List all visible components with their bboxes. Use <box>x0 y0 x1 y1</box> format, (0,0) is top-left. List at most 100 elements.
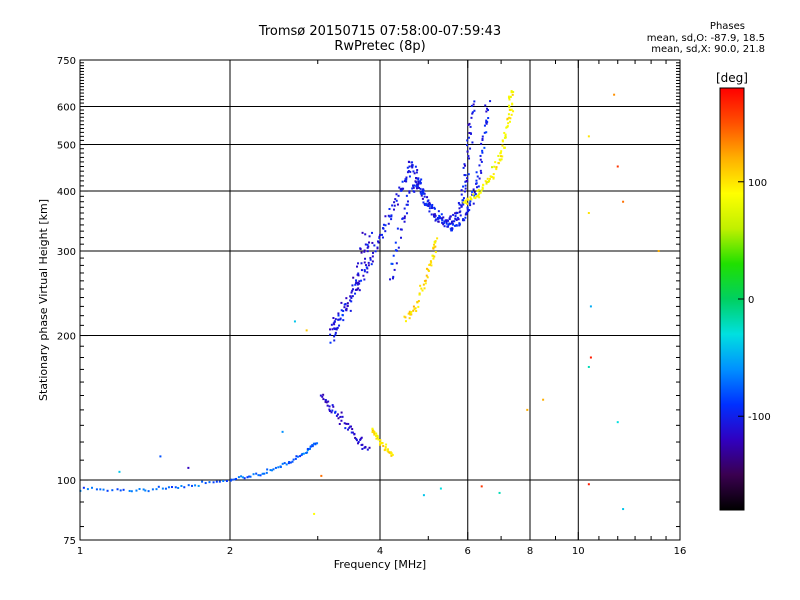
data-point <box>351 431 354 434</box>
data-point <box>356 273 359 276</box>
data-point <box>427 268 430 271</box>
data-point <box>471 112 474 115</box>
data-point <box>480 160 483 163</box>
data-point <box>263 472 266 475</box>
data-point <box>510 90 513 93</box>
data-point <box>477 185 480 188</box>
data-point <box>434 245 437 248</box>
data-point <box>395 262 398 265</box>
data-point <box>406 200 409 203</box>
data-point <box>481 149 484 152</box>
data-point <box>385 443 388 446</box>
axes: 1 2 4 6 8 10 16 75 100 200 300 400 500 600 750 Frequenc… <box>37 56 686 571</box>
data-point <box>464 180 467 183</box>
data-point <box>366 448 369 451</box>
data-point <box>476 186 479 189</box>
data-point <box>403 180 406 183</box>
data-point <box>135 489 138 492</box>
data-point <box>469 147 472 150</box>
data-point <box>90 486 93 489</box>
data-point <box>144 489 147 492</box>
data-point <box>495 168 498 171</box>
data-point <box>332 317 335 320</box>
data-point <box>501 144 504 147</box>
data-point <box>477 188 480 191</box>
data-point <box>328 410 331 413</box>
data-point <box>257 474 260 477</box>
data-point <box>466 202 469 205</box>
data-point <box>500 158 503 161</box>
data-point <box>468 202 471 205</box>
data-point <box>269 469 272 472</box>
data-point <box>509 108 512 111</box>
data-point <box>445 221 448 224</box>
data-point <box>462 203 465 206</box>
data-point <box>222 480 225 483</box>
data-point <box>478 164 481 167</box>
data-point <box>490 166 493 169</box>
data-point <box>479 158 482 161</box>
data-point <box>427 199 430 202</box>
data-point <box>507 95 510 98</box>
colorbar-label: [deg] <box>716 71 748 85</box>
data-point <box>368 235 371 238</box>
data-point <box>481 186 484 189</box>
data-point <box>400 188 403 191</box>
data-point <box>379 443 382 446</box>
data-point <box>417 177 420 180</box>
data-point <box>399 188 402 191</box>
data-point <box>364 233 367 236</box>
data-point <box>363 250 366 253</box>
data-point <box>335 414 338 417</box>
data-point <box>252 473 255 476</box>
data-points <box>79 90 660 515</box>
data-point <box>174 486 177 489</box>
data-point <box>448 217 451 220</box>
data-point <box>350 431 353 434</box>
data-point <box>405 176 408 179</box>
data-point <box>458 223 461 226</box>
data-point <box>308 447 311 450</box>
data-point <box>589 356 592 359</box>
data-point <box>384 446 387 449</box>
data-point <box>424 282 427 285</box>
data-point <box>420 194 423 197</box>
data-point <box>281 430 284 433</box>
data-point <box>454 224 457 227</box>
data-point <box>589 305 592 308</box>
data-point <box>161 487 164 490</box>
data-point <box>449 215 452 218</box>
data-point <box>463 163 466 166</box>
data-point <box>359 247 362 250</box>
data-point <box>405 203 408 206</box>
data-point <box>212 481 215 484</box>
data-point <box>343 422 346 425</box>
data-point <box>464 216 467 219</box>
data-point <box>422 283 425 286</box>
data-point <box>379 234 382 237</box>
data-point <box>371 427 374 430</box>
data-point <box>241 476 244 479</box>
data-point <box>408 312 411 315</box>
data-point <box>526 408 529 411</box>
data-point <box>501 155 504 158</box>
data-point <box>440 213 443 216</box>
data-point <box>381 233 384 236</box>
data-point <box>449 227 452 230</box>
data-point <box>467 155 470 158</box>
data-point <box>366 271 369 274</box>
data-point <box>468 131 471 134</box>
data-point <box>437 220 440 223</box>
data-point <box>434 251 437 254</box>
y-axis-label: Stationary phase Virtual Height [km] <box>37 199 50 401</box>
data-point <box>391 453 394 456</box>
data-point <box>410 165 413 168</box>
data-point <box>487 180 490 183</box>
data-point <box>299 455 302 458</box>
data-point <box>427 202 430 205</box>
data-point <box>360 269 363 272</box>
data-point <box>408 190 411 193</box>
data-point <box>469 125 472 128</box>
data-point <box>409 170 412 173</box>
data-point <box>510 113 513 116</box>
